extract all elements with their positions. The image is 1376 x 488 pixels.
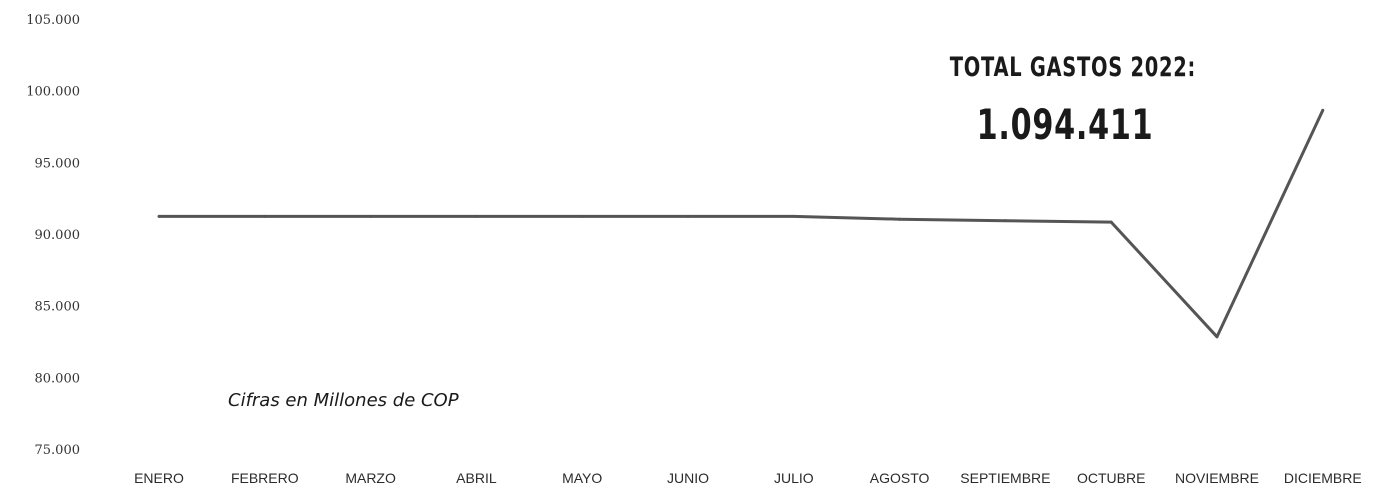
series-line (159, 109, 1325, 339)
x-tick-label: OCTUBRE (1077, 470, 1145, 486)
data-point (157, 214, 161, 218)
y-tick-label: 105.000 (26, 13, 80, 28)
total-title: TOTAL GASTOS 2022: (949, 52, 1196, 83)
data-point (474, 214, 478, 218)
x-tick-label: NOVIEMBRE (1175, 470, 1259, 486)
data-point (792, 214, 796, 218)
y-tick-label: 95.000 (35, 156, 81, 171)
y-tick-label: 75.000 (35, 443, 81, 458)
data-point (1215, 335, 1219, 339)
y-tick-label: 85.000 (35, 300, 81, 315)
x-tick-label: JULIO (774, 470, 814, 486)
x-tick-label: FEBRERO (231, 470, 299, 486)
data-point (1003, 219, 1007, 223)
data-point (1109, 220, 1113, 224)
y-tick-label: 80.000 (35, 371, 81, 386)
x-tick-label: ABRIL (456, 470, 497, 486)
x-tick-label: ENERO (134, 470, 184, 486)
x-tick-label: AGOSTO (870, 470, 930, 486)
data-point (898, 217, 902, 221)
x-tick-label: JUNIO (667, 470, 709, 486)
data-point (369, 214, 373, 218)
x-tick-label: MAYO (562, 470, 602, 486)
data-point (263, 214, 267, 218)
data-point (686, 214, 690, 218)
units-note: Cifras en Millones de COP (228, 390, 459, 411)
x-tick-label: SEPTIEMBRE (960, 470, 1050, 486)
x-tick-label: MARZO (345, 470, 396, 486)
y-tick-label: 100.000 (26, 85, 80, 100)
data-point (1321, 108, 1325, 112)
data-point (580, 214, 584, 218)
total-value: 1.094.411 (976, 100, 1154, 149)
x-tick-label: DICIEMBRE (1284, 470, 1362, 486)
y-tick-label: 90.000 (35, 228, 81, 243)
